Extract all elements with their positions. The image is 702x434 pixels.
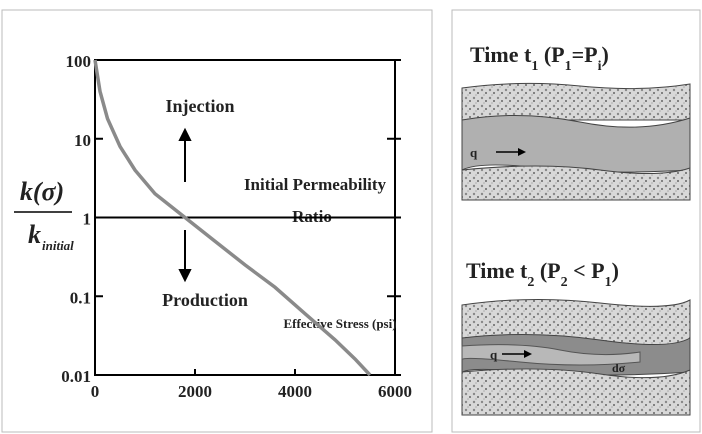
title-text: Time t	[470, 42, 532, 67]
title-text: =P	[572, 42, 598, 67]
x-label: Effective Stress (psi)	[283, 316, 396, 331]
x-tick-label: 2000	[178, 382, 212, 401]
y-tick-label: 1	[83, 210, 92, 229]
title-text: Time t	[466, 258, 528, 283]
y-label-subscript: initial	[42, 238, 74, 253]
stress-label: dσ	[612, 361, 626, 375]
fracture-panel-2	[461, 298, 691, 416]
subscript: 1	[565, 59, 572, 74]
subscript: 1	[531, 59, 538, 74]
annotation: Initial Permeability	[244, 175, 387, 194]
y-tick-label: 0.1	[70, 288, 91, 307]
subscript: i	[598, 59, 602, 74]
y-tick-label: 10	[74, 131, 91, 150]
subscript: 2	[527, 275, 534, 290]
title-text: )	[612, 258, 619, 283]
title-text: )	[601, 42, 608, 67]
chart-frame	[1, 9, 433, 433]
x-tick-label: 6000	[378, 382, 412, 401]
diagram-frame	[451, 9, 701, 433]
annotation: Injection	[166, 96, 235, 116]
x-tick-label: 4000	[278, 382, 312, 401]
flow-label: q	[490, 347, 498, 362]
arrows	[178, 127, 192, 283]
subscript: 1	[605, 275, 612, 290]
title-text: (P	[534, 258, 560, 283]
flow-label: q	[470, 145, 478, 160]
title-text: (P	[538, 42, 564, 67]
subscript: 2	[561, 275, 568, 290]
fracture-panel-1	[461, 82, 691, 201]
x-tick-label: 0	[91, 382, 100, 401]
y-label-numerator: k(σ)	[20, 177, 64, 206]
annotation: Production	[162, 290, 248, 310]
panel-title: Time t1 (P1=Pi)	[470, 42, 609, 74]
data-line	[93, 59, 372, 377]
y-tick-label: 0.01	[61, 367, 91, 386]
y-tick-label: 100	[66, 52, 92, 71]
panel-title: Time t2 (P2 < P1)	[466, 258, 619, 290]
title-text: < P	[568, 258, 605, 283]
y-label-denominator: k	[28, 220, 41, 249]
